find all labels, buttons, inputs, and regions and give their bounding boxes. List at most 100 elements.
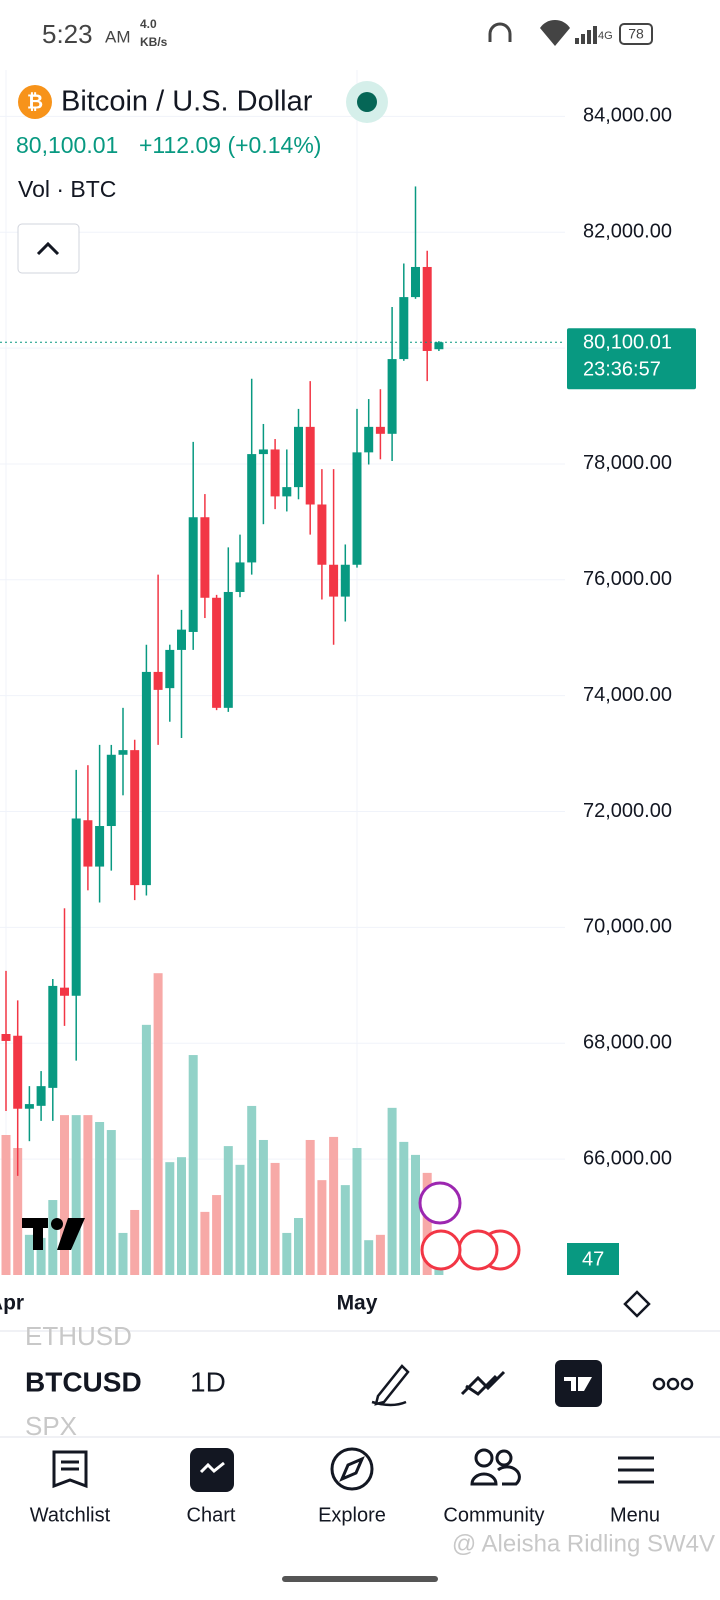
volume-bar (24, 1234, 34, 1275)
last-price-box (567, 328, 696, 390)
candle-body (434, 342, 444, 350)
candle-body (352, 452, 362, 565)
x-tick-label: Apr (0, 1292, 24, 1315)
nav-item[interactable]: Community (443, 1504, 544, 1526)
volume-bar (118, 1232, 128, 1275)
candle-body (270, 449, 280, 497)
volume-bar (235, 1164, 245, 1275)
volume-value-box (567, 1243, 619, 1275)
btc-glyph: ₿ (27, 91, 43, 113)
wifi-icon (540, 19, 570, 46)
clock-ampm: AM (105, 27, 131, 46)
volume-bar (364, 1240, 374, 1275)
volume-bar (340, 1185, 350, 1275)
more-button[interactable] (652, 1377, 694, 1391)
candle-body (340, 564, 350, 597)
volume-bar (258, 1139, 268, 1275)
candle-body (375, 426, 385, 434)
nav-bar: Watchlist Chart Explore Community Menu (30, 1504, 660, 1526)
candle-body (141, 671, 151, 886)
volume-bar (60, 1115, 69, 1275)
volume-bar (375, 1234, 385, 1275)
settings-icon[interactable] (623, 1290, 651, 1318)
candle-body (212, 597, 222, 708)
candle-body (258, 449, 268, 455)
clock: 5:23 (42, 19, 93, 49)
volume-bar (48, 1200, 58, 1275)
candle-body (83, 820, 93, 867)
net-speed-unit: KB/s (140, 35, 168, 49)
candle-body (399, 297, 409, 360)
volume-bar (13, 1148, 23, 1275)
volume-bar (305, 1139, 315, 1275)
candle-body (364, 426, 374, 453)
volume-bar (223, 1146, 233, 1275)
volume-bar (200, 1211, 210, 1275)
nav-item[interactable]: Watchlist (30, 1504, 111, 1526)
draw-tool[interactable] (371, 1364, 410, 1407)
volume-bar (83, 1115, 93, 1275)
collapse-button[interactable] (17, 223, 80, 274)
volume-bar (270, 1162, 280, 1275)
candle-body (282, 487, 292, 497)
tv-button-icon (564, 1377, 592, 1391)
header-change: +112.09 (+0.14%) (139, 132, 321, 158)
volume-bar (36, 1237, 46, 1275)
candle-body (13, 1035, 23, 1109)
candle-body (411, 266, 420, 298)
candle-body (165, 649, 175, 689)
y-tick-label: 74,000.00 (583, 684, 672, 706)
chart-title[interactable]: Bitcoin / U.S. Dollar (61, 86, 313, 118)
chart-nav-glyph (199, 1461, 225, 1474)
volume-bar (294, 1218, 303, 1275)
volume-bar (106, 1130, 116, 1275)
candle-body (188, 517, 198, 632)
nav-item[interactable]: Chart (187, 1504, 236, 1526)
event-icon[interactable] (418, 1181, 462, 1225)
prev-symbol[interactable]: ETHUSD (25, 1321, 132, 1351)
volume-bar (71, 1115, 81, 1275)
candle-body (60, 987, 69, 996)
nav-item[interactable]: Explore (318, 1504, 386, 1526)
y-tick-label: 76,000.00 (583, 568, 672, 590)
y-tick-label: 70,000.00 (583, 916, 672, 938)
candle-body (48, 985, 58, 1088)
candle-body (153, 671, 163, 690)
y-tick-label: 78,000.00 (583, 452, 672, 474)
volume-bar (165, 1162, 175, 1275)
nav-item[interactable]: Menu (610, 1504, 660, 1526)
volume-bar (399, 1141, 409, 1275)
interval[interactable]: 1D (190, 1366, 226, 1397)
nav-icons (52, 1447, 654, 1491)
y-tick-label: 84,000.00 (583, 105, 672, 127)
home-indicator (282, 1576, 438, 1582)
volume-bar (282, 1232, 292, 1275)
candle-body (118, 750, 128, 755)
countdown: 23:36:57 (583, 359, 661, 381)
chart: 66,000.00 68,000.00 70,000.00 72,000.00 74,0… (0, 70, 696, 1315)
collapse-icon (36, 241, 60, 256)
y-tick-label: 66,000.00 (583, 1147, 672, 1169)
candle-body (95, 826, 105, 867)
candle-body (422, 266, 432, 351)
candle-body (305, 426, 315, 505)
candle-body (130, 750, 140, 886)
next-symbol[interactable]: SPX (25, 1411, 77, 1441)
candle-body (106, 754, 116, 827)
volume-bar (317, 1180, 327, 1275)
candle-body (247, 454, 257, 563)
volume-bar (188, 1055, 198, 1275)
candle-body (24, 1104, 34, 1109)
volume-bar (177, 1157, 186, 1275)
volume-bar (130, 1209, 140, 1275)
volume-bar (95, 1122, 105, 1275)
header-price: 80,100.01 (16, 132, 118, 158)
indicator-tool[interactable] (460, 1370, 506, 1396)
candle-body (329, 564, 339, 597)
watermark: @ Aleisha Ridling SW4V (452, 1530, 715, 1557)
btc-icon (18, 85, 52, 119)
symbol[interactable]: BTCUSD (25, 1366, 142, 1397)
volume-bar (212, 1195, 222, 1275)
